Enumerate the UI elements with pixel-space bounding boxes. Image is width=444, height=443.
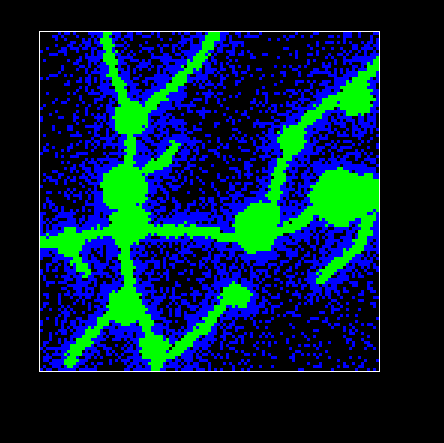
simulation-grid-canvas [40,32,379,371]
simulation-frame [39,31,380,372]
